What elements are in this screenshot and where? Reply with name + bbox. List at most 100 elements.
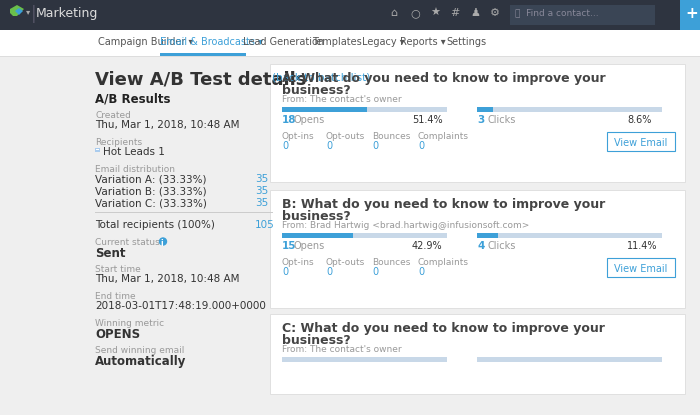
Text: 105: 105 [255, 220, 274, 230]
Bar [271, 315, 686, 395]
Bar [270, 314, 685, 394]
Text: 35: 35 [255, 174, 268, 184]
Text: Clicks: Clicks [487, 115, 515, 125]
Bar [510, 5, 655, 25]
Text: A: What do you need to know to improve your: A: What do you need to know to improve y… [282, 72, 606, 85]
Text: 35: 35 [255, 198, 268, 208]
Text: 0: 0 [372, 267, 378, 277]
Text: +: + [685, 6, 698, 21]
Text: 15: 15 [282, 241, 297, 251]
Text: Created: Created [95, 111, 131, 120]
Text: Email distribution: Email distribution [95, 165, 175, 174]
Text: From: Brad Hartwig <brad.hartwig@infusionsoft.com>: From: Brad Hartwig <brad.hartwig@infusio… [282, 221, 529, 230]
Text: 3: 3 [477, 115, 484, 125]
Text: Winning metric: Winning metric [95, 319, 164, 328]
Text: |: | [31, 5, 36, 23]
Text: Variation C: (33.33%): Variation C: (33.33%) [95, 198, 207, 208]
Bar [477, 233, 662, 238]
Bar [477, 107, 662, 112]
Text: Variation A: (33.33%): Variation A: (33.33%) [95, 174, 206, 184]
Text: Opens: Opens [293, 115, 324, 125]
Text: 42.9%: 42.9% [412, 241, 442, 251]
Text: View Email: View Email [615, 137, 668, 147]
Text: Variation B: (33.33%): Variation B: (33.33%) [95, 186, 206, 196]
Text: (back to batch list): (back to batch list) [272, 72, 370, 82]
Text: Reports ▾: Reports ▾ [400, 37, 446, 47]
Text: 2018-03-01T17:48:19.000+0000: 2018-03-01T17:48:19.000+0000 [95, 301, 266, 311]
Text: Opt-ins: Opt-ins [282, 258, 314, 267]
Text: Complaints: Complaints [418, 132, 469, 141]
Text: Sent: Sent [95, 247, 125, 260]
Bar [0, 0, 700, 30]
Polygon shape [15, 8, 23, 15]
Bar [271, 191, 686, 309]
Text: Marketing: Marketing [36, 7, 99, 20]
Text: Hot Leads 1: Hot Leads 1 [103, 147, 165, 157]
Bar [282, 357, 447, 362]
Text: ♟: ♟ [470, 8, 480, 18]
Text: Lead Generation: Lead Generation [243, 37, 324, 47]
Text: 11.4%: 11.4% [627, 241, 657, 251]
Text: 35: 35 [255, 186, 268, 196]
Bar [477, 357, 662, 362]
Text: ▾: ▾ [26, 7, 30, 16]
Text: Thu, Mar 1, 2018, 10:48 AM: Thu, Mar 1, 2018, 10:48 AM [95, 120, 239, 130]
Text: Opt-outs: Opt-outs [326, 258, 365, 267]
Text: Opt-outs: Opt-outs [326, 132, 365, 141]
Text: 0: 0 [326, 141, 332, 151]
Bar [607, 132, 675, 151]
Circle shape [160, 238, 167, 245]
Text: OPENS: OPENS [95, 328, 140, 341]
Text: Campaign Builder ▾: Campaign Builder ▾ [98, 37, 193, 47]
Text: View A/B Test details: View A/B Test details [95, 70, 307, 88]
Text: ⚙: ⚙ [490, 8, 500, 18]
Bar [282, 107, 447, 112]
Text: Templates: Templates [312, 37, 362, 47]
Bar [607, 258, 675, 277]
Text: Bounces: Bounces [372, 132, 410, 141]
Bar [282, 233, 447, 238]
Text: Start time: Start time [95, 265, 141, 274]
Text: Complaints: Complaints [418, 258, 469, 267]
Text: 18: 18 [282, 115, 297, 125]
Text: Current status: Current status [95, 238, 160, 247]
Text: From: The contact's owner: From: The contact's owner [282, 345, 402, 354]
Text: A/B Results: A/B Results [95, 93, 171, 106]
Text: End time: End time [95, 292, 136, 301]
Text: 0: 0 [282, 141, 288, 151]
Text: 0: 0 [372, 141, 378, 151]
Text: Opens: Opens [293, 241, 324, 251]
Text: Recipients: Recipients [95, 138, 142, 147]
Text: ★: ★ [430, 8, 440, 18]
Text: ○: ○ [410, 8, 420, 18]
Text: C: What do you need to know to improve your: C: What do you need to know to improve y… [282, 322, 605, 335]
Bar [96, 149, 99, 150]
Text: 4: 4 [477, 241, 484, 251]
Bar [680, 0, 700, 30]
Text: i: i [160, 239, 163, 247]
Bar [271, 65, 686, 183]
Text: business?: business? [282, 334, 351, 347]
Bar [477, 107, 493, 112]
Text: Total recipients (100%): Total recipients (100%) [95, 220, 215, 230]
Polygon shape [10, 5, 24, 16]
Bar [0, 30, 700, 56]
Bar [270, 190, 685, 308]
Bar [282, 233, 353, 238]
Bar [270, 64, 685, 182]
Text: B: What do you need to know to improve your: B: What do you need to know to improve y… [282, 198, 606, 211]
Text: Email & Broadcasts ▾: Email & Broadcasts ▾ [160, 37, 263, 47]
Text: 🔍  Find a contact...: 🔍 Find a contact... [515, 8, 598, 17]
Text: 51.4%: 51.4% [412, 115, 442, 125]
Text: 0: 0 [418, 141, 424, 151]
Bar [477, 233, 498, 238]
Bar [0, 56, 700, 57]
Text: From: The contact's owner: From: The contact's owner [282, 95, 402, 104]
Text: Clicks: Clicks [487, 241, 515, 251]
Bar [95, 148, 100, 152]
Text: Send winning email: Send winning email [95, 346, 184, 355]
Text: #: # [450, 8, 459, 18]
Text: Automatically: Automatically [95, 355, 186, 368]
Text: Thu, Mar 1, 2018, 10:48 AM: Thu, Mar 1, 2018, 10:48 AM [95, 274, 239, 284]
Bar [160, 53, 246, 56]
